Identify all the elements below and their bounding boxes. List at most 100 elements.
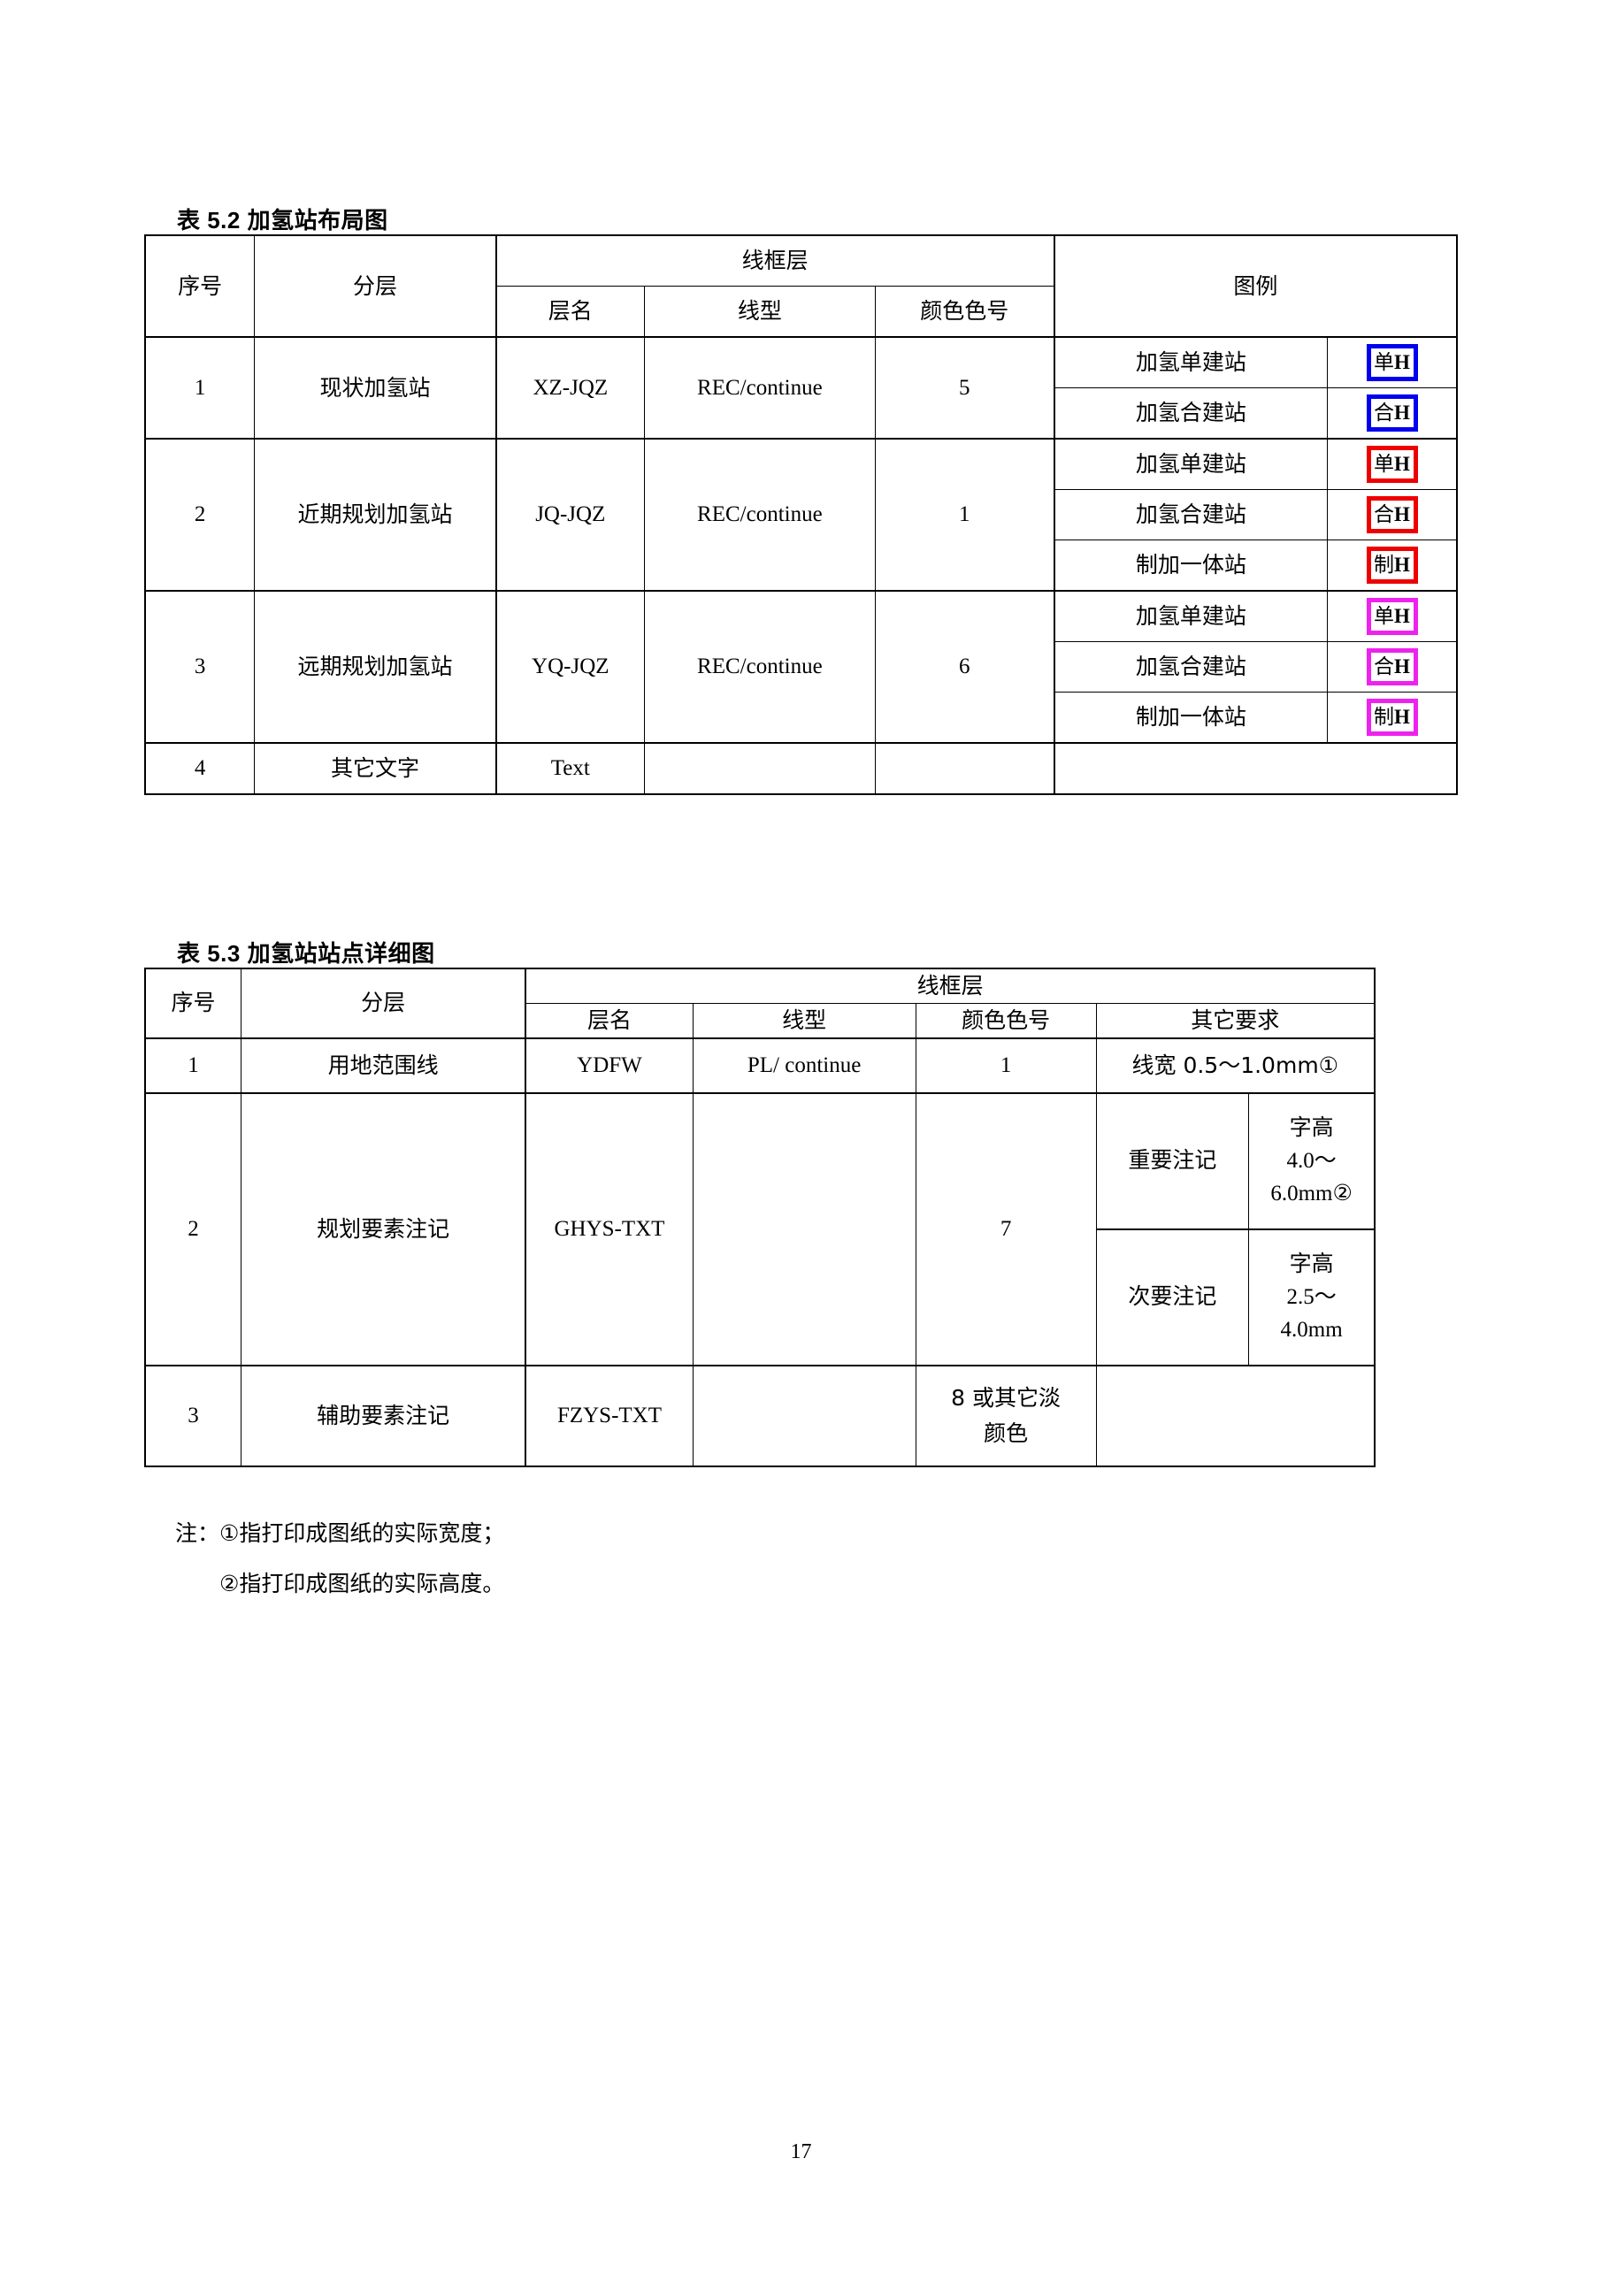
table-52-caption: 表 5.2 加氢站布局图 xyxy=(177,207,388,233)
cell-legend-symbol: 制H xyxy=(1327,540,1459,592)
legend-chip-zh: 合 xyxy=(1374,503,1395,526)
legend-chip: 单H xyxy=(1366,598,1418,635)
legend-chip: 单H xyxy=(1366,344,1418,381)
table-row: 1 用地范围线 YDFW PL/ continue 1 线宽 0.5～1.0mm… xyxy=(143,1037,1376,1093)
cell-layer-group: 远期规划加氢站 xyxy=(254,590,497,744)
cell-line-type xyxy=(692,1091,916,1366)
note-line-1: 注：①指打印成图纸的实际宽度； xyxy=(175,1520,505,1546)
cell-color-code: 8 或其它淡 颜色 xyxy=(915,1364,1097,1467)
table-hydrogen-station-detail: 序号 分层 线框层 层名 线型 颜色色号 其它要求 1 用地范围线 YDFW P… xyxy=(143,968,1376,1467)
cell-legend-symbol: 单H xyxy=(1327,438,1459,490)
table-row: 2 规划要素注记 GHYS-TXT 7 重要注记 字高 4.0～ 6.0mm② xyxy=(143,1091,1376,1366)
cell-layer-name: XZ-JQZ xyxy=(494,336,645,440)
header-seq: 序号 xyxy=(143,968,241,1038)
color-code-line: 8 或其它淡 xyxy=(951,1384,1061,1411)
legend-chip-en: H xyxy=(1394,706,1410,728)
cell-color-code: 7 xyxy=(915,1091,1097,1366)
cell-legend-label: 加氢合建站 xyxy=(1053,641,1329,693)
legend-chip-en: H xyxy=(1394,402,1410,424)
header-line-type: 线型 xyxy=(692,1002,916,1039)
legend-chip-en: H xyxy=(1394,605,1410,627)
cell-legend-symbol: 合H xyxy=(1327,387,1459,440)
cell-layer-group: 现状加氢站 xyxy=(254,336,497,440)
legend-chip-zh: 单 xyxy=(1374,605,1395,628)
legend-chip-zh: 合 xyxy=(1374,655,1395,678)
table-53-header-row-1: 序号 分层 线框层 xyxy=(143,968,1376,1038)
cell-line-type: REC/continue xyxy=(643,590,876,744)
cell-seq: 1 xyxy=(143,1037,241,1093)
header-other-requirement: 其它要求 xyxy=(1095,1002,1376,1039)
cell-legend-label: 制加一体站 xyxy=(1053,692,1329,744)
table-52-header-row-1: 序号 分层 线框层 图例 xyxy=(144,234,1459,338)
cell-layer-name: FZYS-TXT xyxy=(525,1364,694,1467)
cell-color-code: 5 xyxy=(874,336,1055,440)
cell-layer-group: 近期规划加氢站 xyxy=(254,438,497,592)
cell-layer-name: YDFW xyxy=(525,1037,694,1093)
cell-legend-label: 加氢单建站 xyxy=(1053,438,1329,490)
legend-chip: 合H xyxy=(1366,394,1418,432)
cell-line-type: PL/ continue xyxy=(692,1037,916,1093)
legend-chip-en: H xyxy=(1394,503,1410,525)
annotation-line: 6.0mm② xyxy=(1270,1182,1353,1206)
legend-chip-en: H xyxy=(1394,453,1410,475)
legend-chip-zh: 制 xyxy=(1374,706,1395,729)
cell-other-requirement: 线宽 0.5～1.0mm① xyxy=(1095,1037,1376,1093)
table-row: 3 辅助要素注记 FZYS-TXT 8 或其它淡 颜色 xyxy=(143,1364,1376,1467)
cell-seq: 2 xyxy=(143,1091,241,1366)
header-layer-group: 分层 xyxy=(254,234,497,338)
table-row: 制加一体站 制H xyxy=(145,540,1459,592)
cell-legend-symbol: 单H xyxy=(1327,336,1459,388)
annotation-line: 4.0mm xyxy=(1280,1318,1343,1343)
cell-layer-group: 规划要素注记 xyxy=(240,1091,526,1366)
legend-chip-zh: 合 xyxy=(1374,402,1395,425)
legend-chip-zh: 单 xyxy=(1374,453,1395,476)
cell-color-code xyxy=(874,742,1055,795)
cell-color-code: 6 xyxy=(874,590,1055,744)
legend-chip-zh: 制 xyxy=(1374,554,1395,577)
header-layer-name: 层名 xyxy=(494,286,645,338)
header-color-code: 颜色色号 xyxy=(874,286,1055,338)
cell-layer-group: 其它文字 xyxy=(254,742,497,795)
table-52-header-row-2: 层名 线型 颜色色号 xyxy=(145,286,1457,338)
legend-chip-zh: 单 xyxy=(1374,351,1395,374)
header-line-type: 线型 xyxy=(643,286,876,338)
cell-line-type: REC/continue xyxy=(643,438,876,592)
cell-layer-name: JQ-JQZ xyxy=(494,438,645,592)
table-row: 4 其它文字 Text xyxy=(144,742,1459,795)
cell-legend-label: 加氢单建站 xyxy=(1053,336,1329,388)
cell-legend-label: 制加一体站 xyxy=(1053,540,1329,592)
cell-legend-symbol: 合H xyxy=(1327,489,1459,540)
cell-legend-label: 加氢合建站 xyxy=(1053,489,1329,540)
cell-line-type: REC/continue xyxy=(643,336,876,440)
table-hydrogen-station-layout: 序号 分层 线框层 图例 层名 线型 颜色色号 1 现状加氢站 XZ-JQZ R… xyxy=(144,234,1459,795)
cell-annotation-kind: 次要注记 xyxy=(1095,1228,1250,1366)
page-number: 17 xyxy=(790,2140,812,2163)
note-line-2: ②指打印成图纸的实际高度。 xyxy=(219,1571,505,1596)
table-row: 加氢合建站 合H xyxy=(145,641,1459,693)
color-code-line: 颜色 xyxy=(984,1420,1029,1446)
legend-chip-en: H xyxy=(1394,655,1410,677)
cell-color-code: 1 xyxy=(915,1037,1097,1093)
cell-legend-label: 加氢单建站 xyxy=(1053,590,1329,642)
cell-seq: 2 xyxy=(144,438,256,592)
legend-chip: 合H xyxy=(1366,648,1418,685)
cell-annotation-value: 字高 2.5～ 4.0mm xyxy=(1248,1228,1376,1366)
table-53-caption: 表 5.3 加氢站站点详细图 xyxy=(177,940,435,967)
header-layer-group: 分层 xyxy=(240,968,526,1038)
table-row: 2 近期规划加氢站 JQ-JQZ REC/continue 1 加氢单建站 单H xyxy=(144,438,1459,592)
header-color-code: 颜色色号 xyxy=(915,1002,1097,1039)
cell-seq: 3 xyxy=(143,1364,241,1467)
cell-legend-empty xyxy=(1053,742,1459,795)
header-seq: 序号 xyxy=(144,234,256,338)
table-row: 制加一体站 制H xyxy=(145,692,1459,744)
cell-annotation-kind: 重要注记 xyxy=(1095,1091,1250,1229)
cell-seq: 1 xyxy=(144,336,256,440)
cell-layer-group: 用地范围线 xyxy=(240,1037,526,1093)
cell-legend-symbol: 合H xyxy=(1327,641,1459,693)
cell-line-type xyxy=(692,1364,916,1467)
legend-chip-en: H xyxy=(1394,351,1410,373)
table-row: 3 远期规划加氢站 YQ-JQZ REC/continue 6 加氢单建站 单H xyxy=(144,590,1459,744)
legend-chip: 单H xyxy=(1366,446,1418,483)
cell-annotation-value: 字高 4.0～ 6.0mm② xyxy=(1248,1091,1376,1229)
